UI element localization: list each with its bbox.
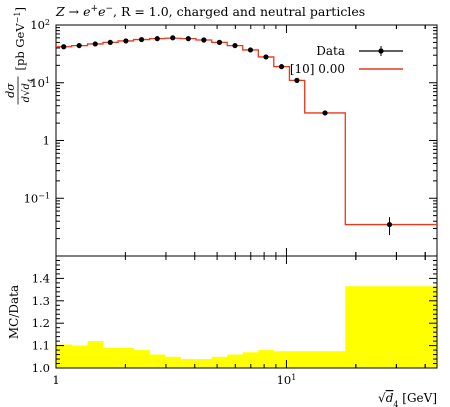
ratio-band-bin [227,354,244,368]
y-tick-base: 1 [43,134,50,148]
title-text: Z → e [55,4,91,19]
y-tick-base: 10 [24,191,39,205]
data-point [170,35,176,41]
y-tick-label: 101 [30,75,50,90]
title-text: e [98,4,105,19]
y-label-den-sub: 4 [27,79,35,84]
ratio-band-bin [118,347,134,368]
data-point [76,42,82,49]
ratio-band-bin [87,341,104,368]
data-point [154,36,160,42]
ratio-y-label-text: MC/Data [7,285,21,339]
x-tick-base: 1 [52,373,59,387]
y-label-den-text: d√d [21,83,32,102]
y-tick-label: 10−1 [24,191,50,206]
y-label-unit-text: [pb GeV [13,23,27,71]
y-label-unit-end: ] [13,7,27,12]
ratio-band-bin [304,351,346,368]
y-tick-base: 10 [30,18,45,32]
data-point [61,44,67,50]
y-label-denominator: d√d4 [21,79,35,103]
x-label-root: √ [378,391,386,405]
ratio-plot-frame [55,255,438,369]
ratio-band-bin [180,359,197,368]
ratio-y-tick-label: 1.1 [32,339,50,353]
ratio-y-tick-label: 1.0 [32,361,50,375]
ratio-band-bin [289,351,306,368]
data-point [232,42,238,49]
ratio-band-bin [56,344,73,368]
ratio-band-bin [258,350,275,368]
y-label-unit-sup: −1 [13,12,22,24]
legend-label: Data [316,44,345,58]
y-tick-label: 1 [43,134,50,148]
ratio-band-bin [164,356,181,368]
ratio-band-bin [242,352,259,368]
x-axis-label: √d4 [GeV] [378,391,437,407]
title-sup: − [105,4,113,14]
y-tick-exp: 2 [45,18,50,27]
y-tick-label: 102 [30,18,50,33]
data-point [138,36,145,43]
x-label-var: d [386,391,394,405]
x-label-unit: [GeV] [398,391,437,405]
title-sup: + [91,4,99,14]
x-tick-exp: 1 [291,373,296,382]
data-point [322,110,328,116]
y-tick-exp: −1 [38,191,50,200]
legend-label: [10] 0.00 [290,62,345,76]
legend-marker [378,48,384,54]
y-label-numerator: dσ [4,83,17,98]
y-label-unit: [pb GeV−1] [13,7,28,70]
ratio-y-tick-label: 1.2 [32,316,50,330]
x-label-sub: 4 [393,400,398,407]
ratio-band-bin [103,347,119,368]
data-point [107,39,113,45]
data-point [386,221,393,228]
mc-histogram-line [56,37,437,226]
y-axis-label: dσ d√d4 [pb GeV−1] [4,7,35,105]
x-tick-label: 1 [52,373,59,387]
data-point [294,77,300,83]
data-point [278,64,285,70]
x-tick-label: 101 [277,373,297,388]
data-point [216,39,223,45]
ratio-y-axis-label: MC/Data [7,285,21,339]
data-point [201,37,207,43]
ratio-band-bin [71,345,88,368]
data-point [92,41,98,47]
main-plot-frame [55,24,438,257]
ratio-band-bin [273,351,290,368]
y-tick-exp: 1 [45,75,50,84]
title-text: , R = 1.0, charged and neutral particles [113,4,365,19]
data-point [123,38,129,44]
ratio-band-bin [195,359,213,368]
data-point [185,36,191,42]
data-point [263,54,269,60]
y-tick-base: 10 [30,76,45,90]
ratio-band-bin [149,354,166,368]
ratio-band-bin [133,350,151,368]
chart-title: Z → e+e−, R = 1.0, charged and neutral p… [55,4,365,19]
data-point [247,47,254,53]
ratio-y-tick-label: 1.3 [32,294,50,308]
x-tick-base: 10 [277,373,292,387]
ratio-band-bin [345,286,438,368]
ratio-y-tick-label: 1.4 [32,271,50,285]
ratio-band-bin [211,356,228,368]
